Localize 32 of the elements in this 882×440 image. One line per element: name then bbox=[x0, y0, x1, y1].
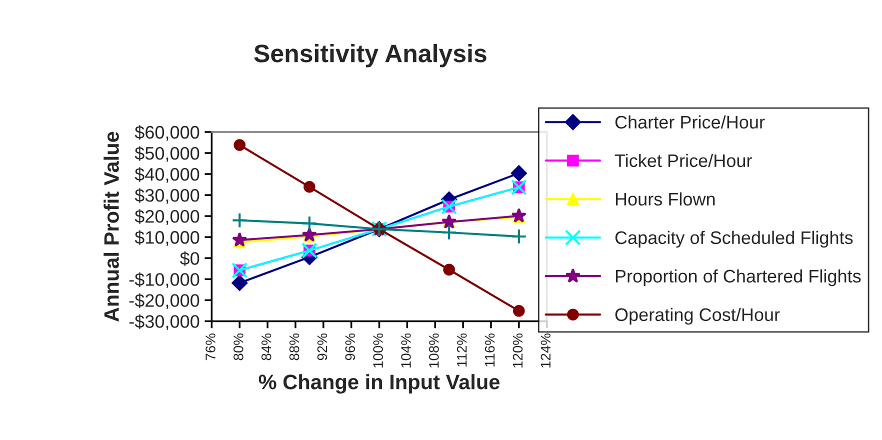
legend-label: Proportion of Chartered Flights bbox=[616, 269, 861, 286]
x-tick-label: 76% bbox=[206, 334, 216, 360]
x-tick-label: 84% bbox=[261, 334, 272, 360]
x-tick-label: 88% bbox=[289, 334, 300, 360]
y-tick-label: -$30,000 bbox=[129, 314, 200, 330]
y-tick-label: $10,000 bbox=[134, 230, 200, 246]
x-tick-label: 116% bbox=[484, 334, 495, 366]
legend-label: Operating Cost/Hour bbox=[615, 308, 780, 325]
y-tick-label: $20,000 bbox=[134, 209, 200, 225]
x-tick-label: 100% bbox=[373, 334, 383, 368]
y-tick-label: $0 bbox=[180, 251, 200, 266]
x-axis-title: % Change in Input Value bbox=[258, 374, 500, 394]
x-tick-label: 124% bbox=[540, 334, 551, 368]
y-tick-label: -$10,000 bbox=[129, 272, 200, 288]
x-tick-label: 92% bbox=[317, 334, 328, 360]
y-tick-label: $40,000 bbox=[134, 167, 200, 183]
y-axis-title: Annual Profit Value bbox=[104, 132, 119, 322]
x-tick-label: 104% bbox=[401, 334, 411, 368]
legend-label: Hours Flown bbox=[616, 192, 715, 206]
x-tick-label: 112% bbox=[456, 334, 467, 366]
x-tick-label: 96% bbox=[345, 334, 356, 360]
y-tick-label: $30,000 bbox=[134, 188, 200, 204]
legend-label: Charter Price/Hour bbox=[615, 115, 765, 129]
y-tick-label: $60,000 bbox=[134, 125, 200, 141]
x-tick-label: 120% bbox=[512, 334, 523, 368]
y-tick-label: $50,000 bbox=[134, 146, 200, 162]
y-tick-label: -$20,000 bbox=[129, 293, 200, 310]
legend-label: Ticket Price/Hour bbox=[614, 154, 752, 168]
legend-label: Capacity of Scheduled Flights bbox=[615, 230, 853, 248]
x-tick-label: 108% bbox=[429, 334, 439, 368]
chart-title: Sensitivity Analysis bbox=[254, 44, 486, 68]
x-tick-label: 80% bbox=[234, 334, 244, 360]
